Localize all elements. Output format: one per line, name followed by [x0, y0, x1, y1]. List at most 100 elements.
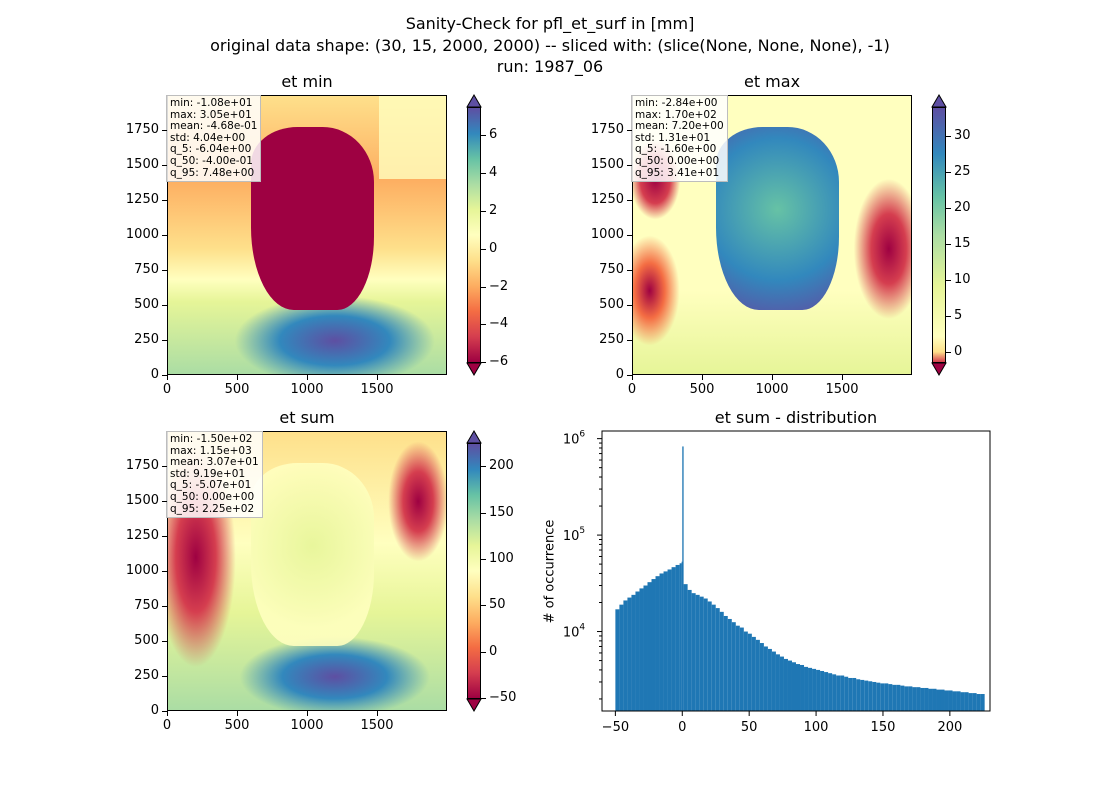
- y-tick-label: 1000: [125, 227, 159, 242]
- histogram-bar: [868, 681, 873, 711]
- histogram-bar: [888, 684, 893, 711]
- colorbar-tick-label: 5: [954, 307, 963, 323]
- histogram-bar: [848, 677, 853, 711]
- histogram-bar: [884, 683, 889, 711]
- histogram-bar: [828, 673, 833, 711]
- histogram-bar: [920, 687, 925, 711]
- heatmap-et-sum: [167, 431, 447, 711]
- histogram-bar: [980, 694, 985, 711]
- y-tick-mark: [162, 571, 167, 572]
- x-tick-mark: [632, 375, 633, 380]
- histogram-bar: [860, 679, 865, 711]
- germany-region: [251, 462, 374, 647]
- histogram-bar: [896, 684, 901, 711]
- y-tick-mark: [627, 375, 632, 376]
- y-tick-label: 750: [134, 262, 159, 277]
- y-tick-label: 0: [150, 703, 159, 718]
- figure-title-line3: run: 1987_06: [496, 57, 604, 76]
- histogram-bar: [832, 674, 837, 711]
- x-tick-label: 200: [937, 720, 962, 735]
- histogram-bar: [615, 609, 620, 711]
- colorbar-tick-mark: [481, 559, 486, 561]
- y-tick-mark: [162, 536, 167, 537]
- panel-title-et-sum: et sum: [279, 408, 335, 427]
- y-tick-mark: [162, 606, 167, 607]
- y-tick-label: 0: [615, 367, 624, 382]
- histogram-bar: [824, 672, 829, 711]
- panel-title-et-sum-distribution: et sum - distribution: [714, 408, 878, 427]
- histogram-bar: [908, 686, 913, 711]
- x-tick-label: 500: [689, 382, 715, 397]
- histogram-bar: [771, 651, 776, 711]
- x-tick-label: 1000: [755, 382, 789, 397]
- histogram-bar: [695, 594, 700, 711]
- histogram-bar: [956, 691, 961, 711]
- y-tick-label: 106: [563, 430, 586, 448]
- germany-region: [716, 126, 839, 311]
- y-tick-label: 250: [134, 332, 159, 347]
- panel-title-et-max: et max: [743, 72, 801, 91]
- histogram-bar: [976, 694, 981, 711]
- colorbar-tick-mark: [946, 279, 951, 281]
- colorbar-tick-mark: [946, 172, 951, 174]
- y-tick-label: 500: [134, 297, 159, 312]
- colorbar-tick-label: 200: [489, 458, 514, 474]
- x-tick-label: 1500: [360, 718, 394, 733]
- histogram-bar: [703, 598, 708, 711]
- histogram-bar: [844, 676, 849, 711]
- colorbar-tick-label: 0: [954, 343, 963, 359]
- histogram-bar: [940, 689, 945, 711]
- colorbar-tick-mark: [946, 315, 951, 317]
- colorbar-tick-label: 15: [954, 235, 971, 251]
- colorbar-tick-mark: [946, 208, 951, 210]
- y-tick-label: 1750: [125, 122, 159, 137]
- figure-title-line1: Sanity-Check for pfl_et_surf in [mm]: [405, 14, 695, 33]
- x-tick-label: 0: [162, 718, 172, 733]
- histogram-bar: [651, 579, 656, 711]
- y-tick-label: 1500: [125, 157, 159, 172]
- colorbar-tick-mark: [481, 698, 486, 700]
- histogram-bar: [972, 693, 977, 711]
- coast-region: [379, 96, 446, 180]
- histogram-bar: [779, 656, 784, 711]
- y-tick-label: 0: [150, 367, 159, 382]
- histogram-bar: [960, 692, 965, 711]
- histogram-bar: [683, 584, 688, 711]
- colorbar-tick-mark: [946, 243, 951, 245]
- y-tick-mark: [162, 501, 167, 502]
- histogram-bar: [928, 688, 933, 711]
- x-tick-mark: [307, 711, 308, 716]
- colorbar-tick-label: 25: [954, 164, 971, 180]
- y-tick-mark: [627, 270, 632, 271]
- y-tick-mark: [162, 711, 167, 712]
- histogram-bar: [739, 627, 744, 711]
- histogram-bar: [639, 588, 644, 711]
- histogram-bar: [663, 571, 668, 711]
- histogram-bar: [932, 688, 937, 711]
- colorbar-tick-mark: [481, 324, 486, 326]
- colorbar-tick-mark: [946, 351, 951, 353]
- histogram-bar: [775, 654, 780, 711]
- histogram-bar: [936, 689, 941, 711]
- x-tick-label: 1500: [360, 382, 394, 397]
- histogram-bar: [872, 681, 877, 711]
- histogram-bar: [783, 658, 788, 711]
- y-tick-label: 1250: [590, 192, 624, 207]
- histogram-bar: [675, 564, 680, 711]
- colorbar-tick-mark: [481, 248, 486, 250]
- y-tick-label: 1250: [125, 192, 159, 207]
- histogram-bar: [723, 615, 728, 711]
- stats-box-et-max: min: -2.84e+00 max: 1.70e+02 mean: 7.20e…: [631, 95, 728, 183]
- histogram-bar: [944, 690, 949, 711]
- colorbar-tick-mark: [481, 210, 486, 212]
- histogram-bar: [791, 662, 796, 711]
- colorbar-tick-label: 6: [489, 127, 498, 143]
- colorbar-tick-label: 30: [954, 128, 971, 144]
- histogram-bar: [655, 576, 660, 711]
- histogram-bar: [924, 687, 929, 711]
- histogram-bar: [968, 693, 973, 711]
- histogram-bar: [759, 643, 764, 711]
- colorbar-tick-label: 0: [489, 240, 498, 256]
- y-tick-label: 750: [599, 262, 624, 277]
- histogram-bar: [731, 622, 736, 711]
